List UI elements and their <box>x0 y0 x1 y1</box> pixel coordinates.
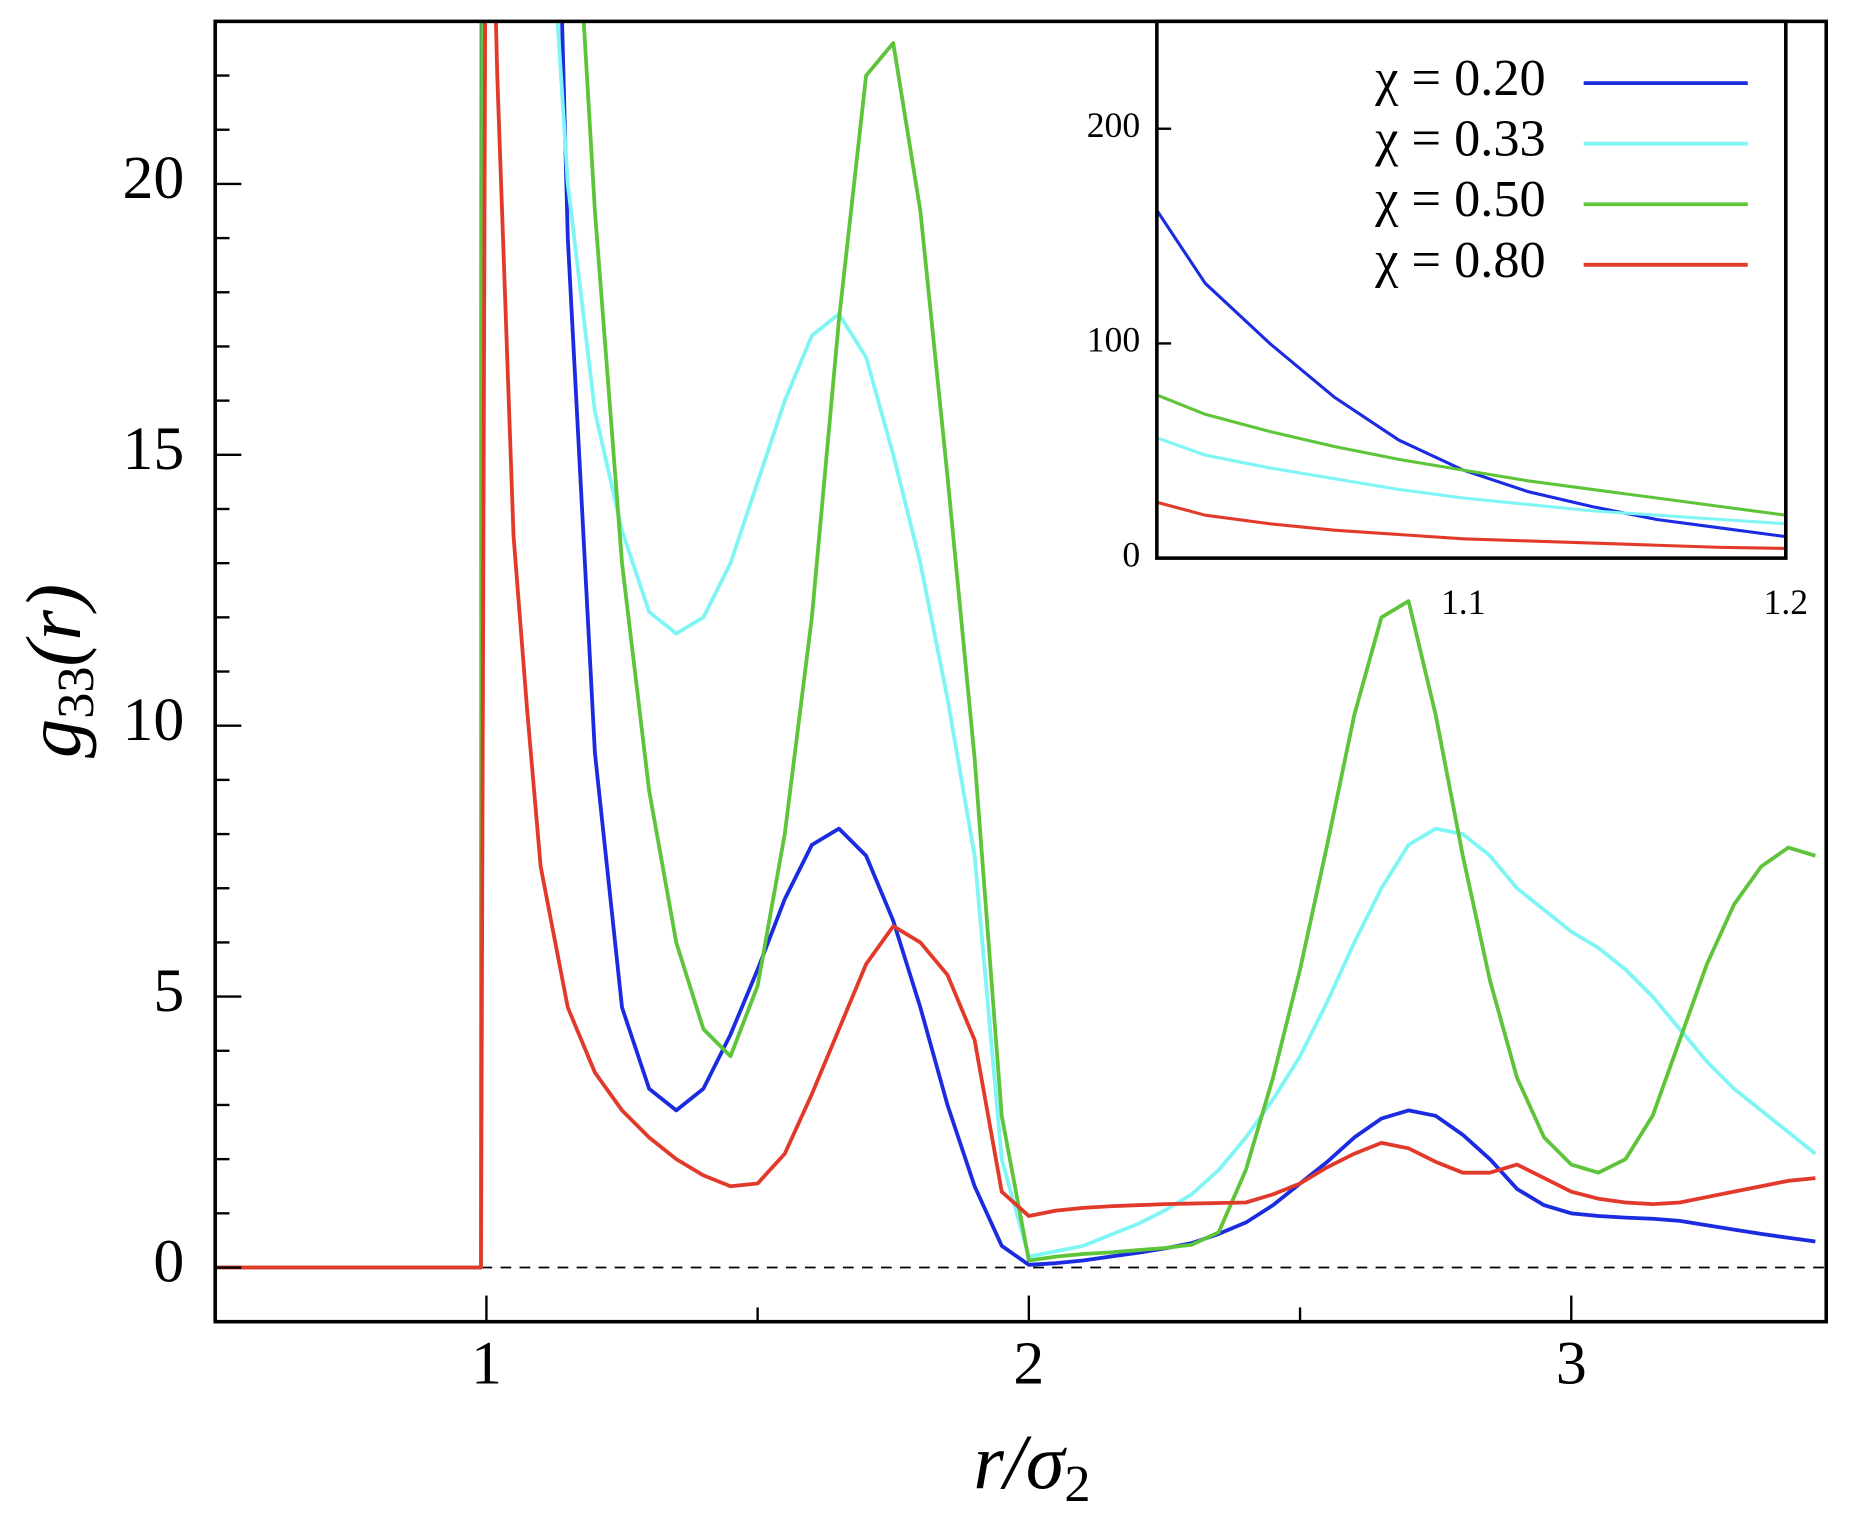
series-line <box>215 21 1816 1270</box>
y-axis-label-arg: (r) <box>10 584 97 667</box>
y-tick-label: 20 <box>122 144 184 212</box>
plot-frame <box>1155 19 1788 560</box>
y-tick-label: 0 <box>153 1228 184 1296</box>
series-line <box>1156 436 1786 526</box>
x-axis-label-sub: 2 <box>1064 1455 1090 1513</box>
y-tick-label: 15 <box>122 415 184 483</box>
x-tick-label: 1.2 <box>1764 582 1809 622</box>
series-line <box>215 21 1816 1270</box>
inset-background <box>1156 21 1786 559</box>
x-axis-label: r/σ2 <box>973 1418 1090 1513</box>
x-tick-label: 1.1 <box>1441 582 1486 622</box>
y-axis-label-sub: 33 <box>47 667 105 719</box>
series-line <box>1156 393 1786 517</box>
series-line <box>215 21 1816 1270</box>
y-tick-label: 10 <box>122 686 184 754</box>
x-axis-label-main: r/σ <box>973 1418 1067 1505</box>
y-axis-label: g33(r) <box>10 584 105 758</box>
x-tick-label: 2 <box>1013 1329 1044 1397</box>
legend-label: χ = 0.80 <box>1374 231 1545 289</box>
y-tick-label: 100 <box>1087 320 1140 360</box>
series-line <box>1156 500 1786 551</box>
legend-label: χ = 0.33 <box>1374 110 1545 168</box>
x-tick-label: 3 <box>1556 1329 1587 1397</box>
y-axis-label-main: g <box>10 719 97 758</box>
legend-label: χ = 0.20 <box>1374 49 1545 107</box>
legend-label: χ = 0.50 <box>1374 170 1545 228</box>
x-tick-label: 1 <box>471 1329 502 1397</box>
y-tick-label: 0 <box>1122 534 1140 574</box>
plot-frame <box>213 19 1829 1324</box>
y-tick-label: 200 <box>1087 105 1140 145</box>
y-tick-label: 5 <box>153 957 184 1025</box>
